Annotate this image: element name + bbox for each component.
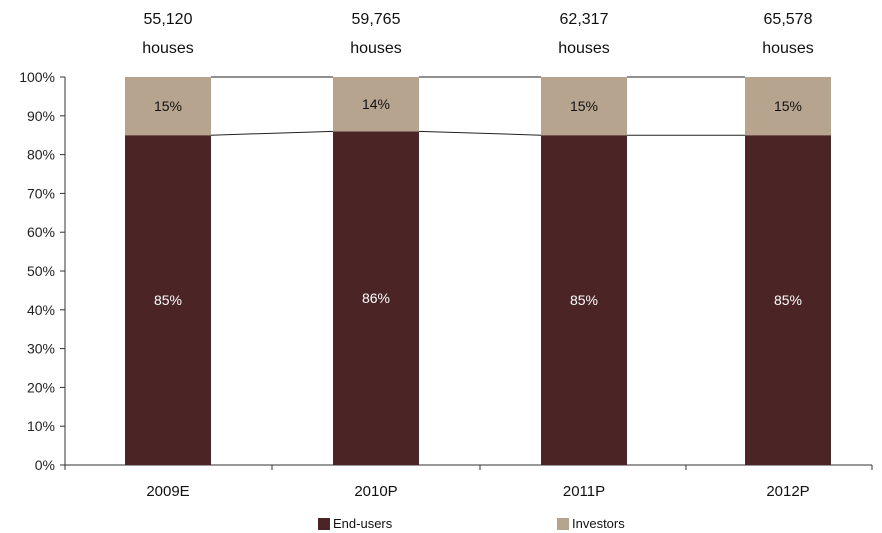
bar-investors <box>333 77 419 132</box>
y-tick-label: 50% <box>27 263 55 279</box>
y-tick-label: 90% <box>27 108 55 124</box>
data-label-end-users: 85% <box>570 292 598 308</box>
total-count-label: 65,578 <box>764 11 813 28</box>
bar-end-users <box>541 135 627 465</box>
y-tick-label: 80% <box>27 147 55 163</box>
x-category-label: 2011P <box>563 483 605 500</box>
data-label-investors: 15% <box>570 98 598 114</box>
x-category-label: 2009E <box>146 483 189 500</box>
data-label-investors: 14% <box>362 96 390 112</box>
total-unit-label: houses <box>558 40 610 57</box>
series-connector-line <box>210 130 334 136</box>
data-label-investors: 15% <box>154 98 182 114</box>
data-label-end-users: 85% <box>774 292 802 308</box>
bar-end-users <box>125 135 211 465</box>
bar-investors <box>745 77 831 136</box>
data-label-end-users: 86% <box>362 290 390 306</box>
y-tick-label: 30% <box>27 341 55 357</box>
y-tick-label: 40% <box>27 302 55 318</box>
total-count-label: 59,765 <box>352 11 401 28</box>
bar-investors <box>541 77 627 136</box>
total-count-label: 55,120 <box>144 11 193 28</box>
y-tick-label: 70% <box>27 185 55 201</box>
data-label-end-users: 85% <box>154 292 182 308</box>
y-tick-label: 20% <box>27 379 55 395</box>
y-tick-label: 60% <box>27 224 55 240</box>
legend-label-end-users: End-users <box>333 516 393 531</box>
data-label-investors: 15% <box>774 98 802 114</box>
series-connector-line <box>418 130 542 136</box>
x-category-label: 2010P <box>354 483 397 500</box>
total-count-label: 62,317 <box>560 11 609 28</box>
y-tick-label: 100% <box>19 69 55 85</box>
x-category-label: 2012P <box>766 483 809 500</box>
bar-investors <box>125 77 211 136</box>
total-unit-label: houses <box>142 40 194 57</box>
legend-swatch-end-users <box>318 518 330 530</box>
legend-label-investors: Investors <box>572 516 625 531</box>
total-unit-label: houses <box>762 40 814 57</box>
y-tick-label: 10% <box>27 418 55 434</box>
y-tick-label: 0% <box>35 457 55 473</box>
bar-end-users <box>745 135 831 465</box>
bar-end-users <box>333 131 419 465</box>
legend-swatch-investors <box>557 518 569 530</box>
total-unit-label: houses <box>350 40 402 57</box>
